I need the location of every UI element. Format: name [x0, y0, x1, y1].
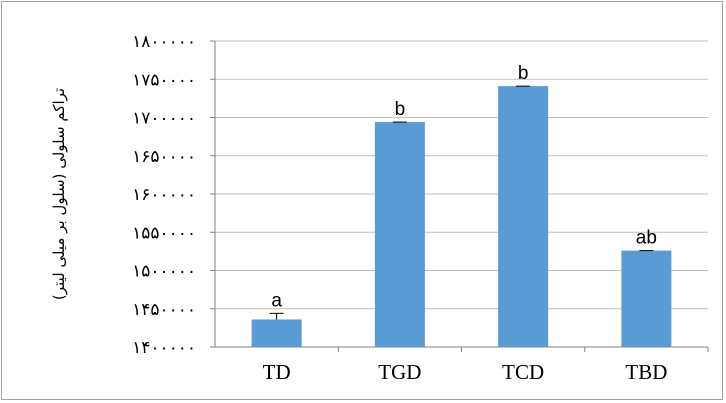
y-tick-label: ۱۸۰۰۰۰۰: [132, 32, 196, 52]
significance-label: b: [518, 63, 529, 84]
labels: ۱۴۰۰۰۰۰ ۱۴۵۰۰۰۰ ۱۵۰۰۰۰۰ ۱۵۵۰۰۰۰ ۱۶۰۰۰۰۰ ۱۶۵۰۰…: [132, 32, 667, 384]
significance-label: ab: [636, 228, 657, 249]
bar: [498, 86, 549, 347]
significance-label: a: [271, 290, 282, 311]
y-axis-title: تراکم سلولی (سلول بر میلی لیتر): [50, 88, 68, 300]
x-tick-label: TGD: [378, 360, 421, 384]
y-tick-label: ۱۵۰۰۰۰۰: [132, 262, 196, 282]
y-tick-label: ۱۴۵۰۰۰۰: [132, 300, 196, 320]
y-tick-label: ۱۴۰۰۰۰۰: [132, 338, 196, 358]
y-tick-label: ۱۶۰۰۰۰۰: [132, 185, 196, 205]
significance-label: b: [395, 99, 406, 120]
bar: [374, 122, 425, 347]
y-tick-label: ۱۵۵۰۰۰۰: [132, 223, 196, 243]
bar: [621, 250, 672, 347]
y-tick-label: ۱۶۵۰۰۰۰: [132, 147, 196, 167]
y-tick-label: ۱۷۵۰۰۰۰: [132, 70, 196, 90]
y-tick-label: ۱۷۰۰۰۰۰: [132, 109, 196, 129]
x-tick-label: TBD: [625, 360, 667, 384]
gridlines: [215, 40, 708, 310]
bar: [251, 319, 302, 347]
bars: [251, 85, 672, 347]
x-tick-label: TCD: [502, 360, 544, 384]
x-tick-label: TD: [263, 360, 291, 384]
